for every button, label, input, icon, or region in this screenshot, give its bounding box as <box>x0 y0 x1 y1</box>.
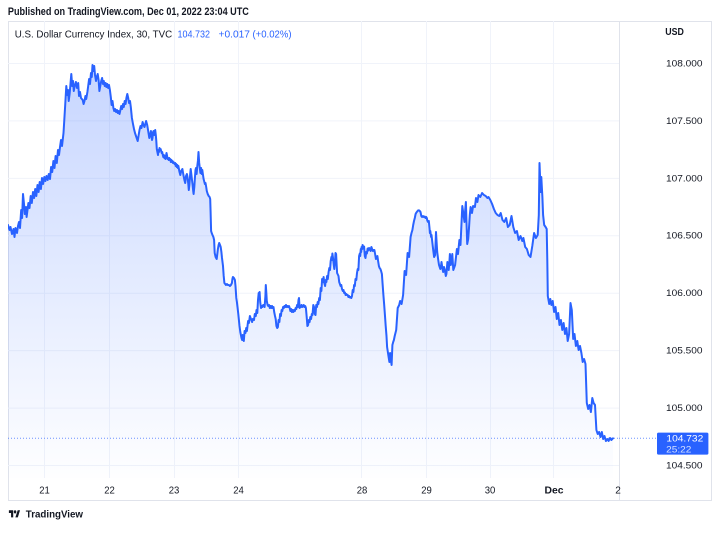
svg-text:105.000: 105.000 <box>666 403 703 414</box>
svg-text:2: 2 <box>615 485 621 497</box>
svg-text:28: 28 <box>357 485 368 497</box>
svg-text:104.732: 104.732 <box>666 434 703 445</box>
svg-text:U.S. Dollar Currency Index, 30: U.S. Dollar Currency Index, 30, TVC <box>15 28 173 40</box>
svg-text:21: 21 <box>39 485 50 497</box>
svg-text:30: 30 <box>485 485 496 497</box>
svg-text:TradingView: TradingView <box>26 510 83 521</box>
svg-text:USD: USD <box>665 27 684 38</box>
svg-text:24: 24 <box>233 485 244 497</box>
svg-text:23: 23 <box>169 485 180 497</box>
svg-text:106.500: 106.500 <box>666 231 703 242</box>
svg-text:Published on TradingView.com,: Published on TradingView.com, Dec 01, 20… <box>8 6 249 18</box>
svg-text:106.000: 106.000 <box>666 288 703 299</box>
svg-text:107.000: 107.000 <box>666 173 703 184</box>
svg-text:105.500: 105.500 <box>666 346 703 357</box>
svg-text:107.500: 107.500 <box>666 116 703 127</box>
svg-text:22: 22 <box>104 485 115 497</box>
svg-text:104.732: 104.732 <box>178 28 211 40</box>
svg-text:+0.017: +0.017 <box>219 28 251 40</box>
svg-text:104.500: 104.500 <box>666 460 703 471</box>
svg-text:108.000: 108.000 <box>666 58 703 69</box>
svg-text:29: 29 <box>421 485 432 497</box>
svg-text:(+0.02%): (+0.02%) <box>253 28 292 40</box>
svg-text:Dec: Dec <box>545 485 564 497</box>
svg-text:25:22: 25:22 <box>666 444 691 455</box>
